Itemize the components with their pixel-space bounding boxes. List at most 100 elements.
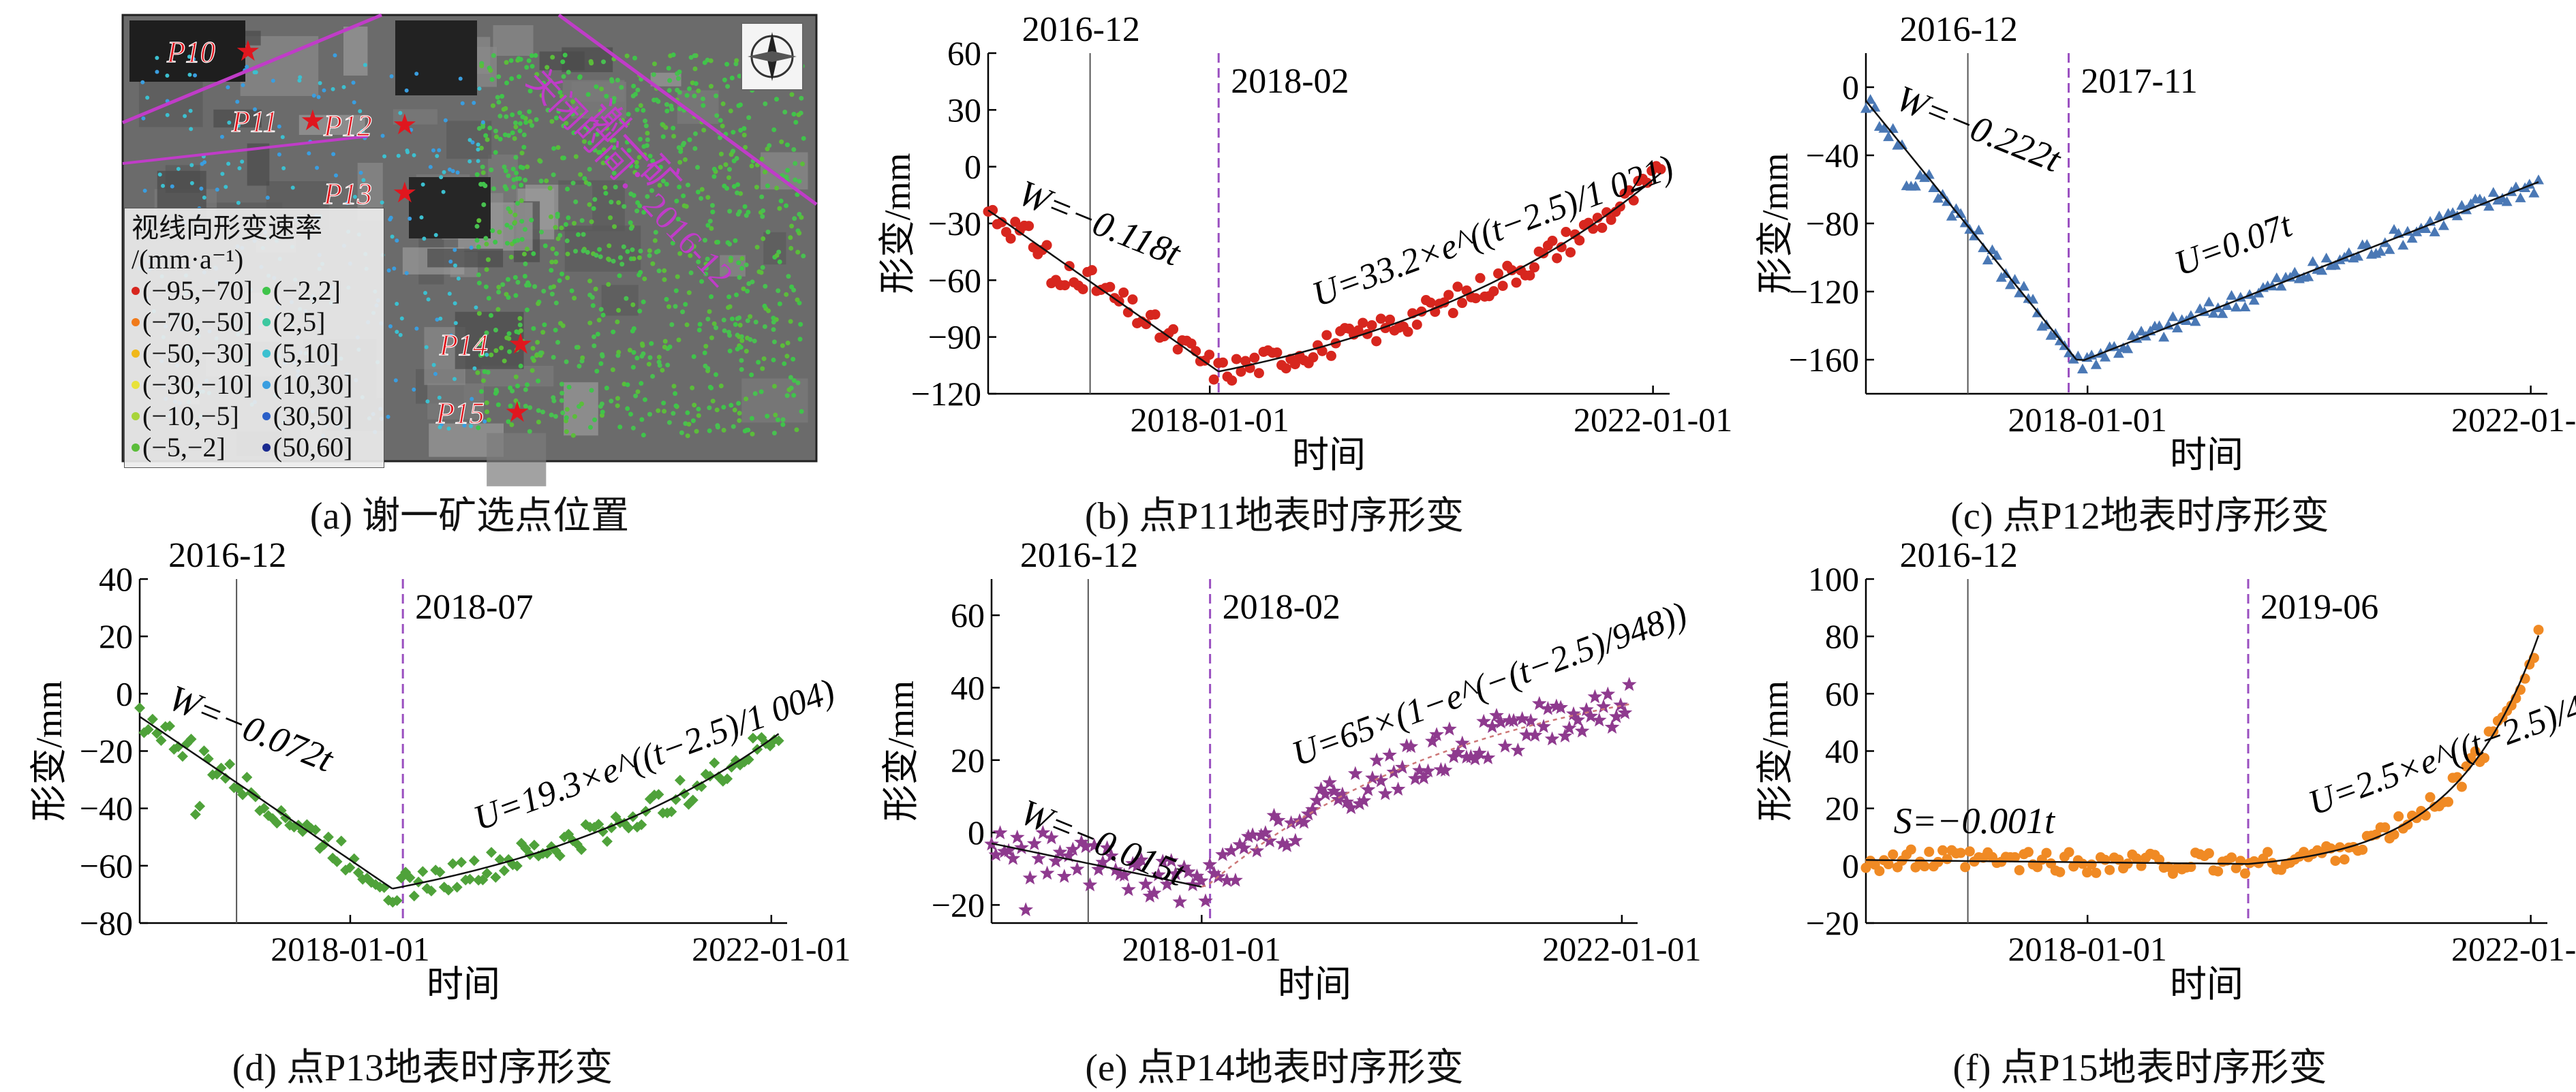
insar-point — [529, 217, 534, 223]
caption-e: (e) 点P14地表时序形变 — [1085, 1047, 1464, 1089]
insar-point — [625, 406, 630, 411]
y-tick-label: 40 — [99, 560, 133, 598]
insar-point — [721, 405, 726, 410]
insar-point — [721, 317, 726, 323]
insar-point — [551, 395, 556, 401]
data-point — [1249, 843, 1265, 858]
data-point — [1910, 181, 1921, 191]
insar-point — [581, 248, 586, 253]
insar-point — [253, 107, 258, 112]
data-point — [1031, 851, 1046, 865]
insar-point — [729, 152, 734, 157]
x-tick-label: 2022-01-01 — [2451, 930, 2576, 968]
insar-point — [518, 328, 523, 333]
insar-point — [252, 70, 257, 75]
insar-point — [453, 301, 457, 306]
data-point — [1127, 294, 1138, 305]
insar-point — [678, 149, 684, 155]
insar-point — [725, 84, 731, 89]
insar-point — [496, 74, 502, 80]
insar-point — [493, 327, 498, 332]
insar-point — [386, 268, 391, 272]
insar-point — [502, 358, 507, 364]
insar-point — [414, 72, 419, 76]
data-point — [2100, 854, 2111, 865]
insar-point — [559, 271, 565, 277]
data-point — [443, 884, 455, 896]
data-point — [1308, 352, 1319, 363]
insar-point — [491, 53, 496, 59]
insar-point — [488, 313, 493, 318]
caption-f: (f) 点P15地表时序形变 — [1952, 1047, 2327, 1089]
insar-point — [763, 101, 768, 106]
insar-point — [547, 185, 553, 191]
data-point — [2213, 866, 2224, 877]
insar-point — [386, 414, 390, 419]
insar-point — [649, 341, 654, 346]
data-point — [1601, 207, 1612, 218]
insar-point — [630, 364, 636, 370]
y-tick-label: 0 — [964, 148, 981, 186]
insar-point — [675, 76, 681, 81]
data-point — [344, 862, 356, 873]
insar-point — [601, 147, 607, 153]
insar-point — [651, 61, 657, 67]
insar-point — [532, 284, 538, 290]
data-point — [1217, 357, 1228, 368]
insar-point — [610, 367, 615, 373]
insar-point — [424, 345, 429, 349]
insar-point — [714, 93, 719, 99]
insar-point — [739, 266, 745, 271]
insar-point — [707, 219, 713, 224]
insar-point — [549, 268, 554, 273]
insar-point — [527, 119, 533, 124]
data-point — [1236, 840, 1252, 855]
insar-point — [795, 297, 800, 302]
insar-point — [705, 256, 710, 262]
legend-item: (−70,−50] — [132, 307, 253, 338]
insar-point — [504, 60, 509, 65]
insar-point — [570, 181, 576, 186]
data-point — [2470, 746, 2481, 757]
insar-point — [699, 187, 705, 192]
insar-point — [481, 202, 487, 208]
insar-point — [752, 339, 757, 344]
insar-point — [540, 330, 546, 335]
insar-point — [399, 316, 404, 321]
insar-point — [631, 256, 637, 262]
y-tick-label: 40 — [951, 668, 985, 706]
data-point — [2158, 331, 2170, 342]
insar-point — [666, 420, 672, 425]
insar-point — [592, 334, 597, 339]
insar-point — [474, 223, 480, 229]
insar-point — [676, 337, 681, 343]
insar-point — [692, 403, 697, 408]
data-point — [1447, 308, 1458, 319]
insar-point — [544, 178, 549, 183]
insar-point — [746, 115, 752, 121]
insar-point — [647, 411, 652, 417]
insar-point — [520, 114, 525, 120]
post-closure-fit-line — [1218, 172, 1661, 373]
insar-point — [664, 181, 669, 187]
insar-point — [671, 52, 676, 58]
data-point — [1168, 324, 1179, 334]
insar-point — [311, 93, 316, 98]
map-patch — [650, 72, 681, 87]
insar-point — [645, 137, 650, 142]
insar-point — [634, 163, 640, 169]
insar-point — [512, 219, 517, 225]
legend-label: (50,60] — [273, 432, 353, 463]
insar-point — [404, 88, 409, 93]
insar-point — [530, 368, 535, 373]
data-point — [1163, 853, 1179, 867]
insar-point — [604, 386, 609, 391]
data-point — [709, 757, 720, 768]
data-point — [1326, 783, 1342, 798]
data-point — [1339, 794, 1355, 809]
data-point — [1385, 314, 1396, 325]
data-point — [1982, 254, 1993, 265]
insar-point — [536, 301, 541, 307]
y-tick-label: −20 — [80, 732, 133, 770]
data-point — [1086, 265, 1097, 276]
